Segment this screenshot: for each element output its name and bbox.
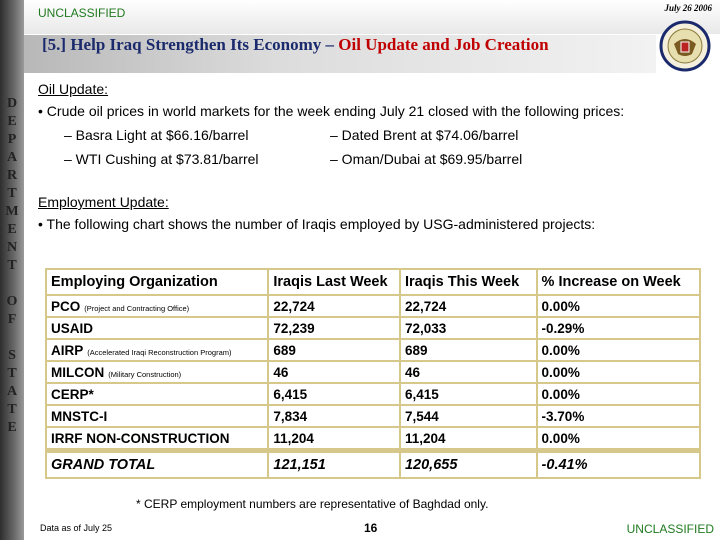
- value-cell: -3.70%: [535, 404, 702, 428]
- price: – WTI Cushing at $73.81/barrel: [64, 151, 259, 167]
- title-highlight: Oil Update and Job Creation: [338, 35, 549, 54]
- employment-table: Employing Organization Iraqis Last Week Ir…: [44, 268, 702, 479]
- value-cell: -0.41%: [535, 448, 702, 479]
- sidebar-letter: T: [7, 186, 17, 201]
- value-cell: 72,239: [267, 316, 401, 340]
- classification: UNCLASSIFIED: [38, 6, 126, 20]
- value-cell: 0.00%: [535, 382, 702, 406]
- value-cell: 11,204: [398, 426, 538, 452]
- employment-intro-text: The following chart shows the number of …: [46, 216, 596, 232]
- sidebar-letter: A: [6, 150, 18, 165]
- org-cell: GRAND TOTAL: [44, 448, 270, 479]
- footer-left: Data as of July 25: [40, 523, 113, 533]
- value-cell: 120,655: [398, 448, 538, 479]
- sidebar-letter: E: [7, 222, 17, 237]
- footer-classification: UNCLASSIFIED: [626, 522, 714, 536]
- page-number: 16: [364, 521, 378, 535]
- org-name: CERP*: [51, 386, 94, 402]
- value-cell: 6,415: [267, 382, 401, 406]
- org-cell: IRRF NON-CONSTRUCTION: [44, 426, 270, 452]
- org-cell: AIRP (Accelerated Iraqi Reconstruction Pr…: [44, 338, 270, 362]
- sidebar-letter: N: [6, 240, 18, 255]
- sidebar-letter: P: [7, 132, 17, 147]
- sidebar-letter: T: [7, 258, 17, 273]
- org-note: (Project and Contracting Office): [84, 303, 190, 313]
- org-note: (Military Construction): [108, 369, 182, 379]
- side-strip: [0, 0, 24, 540]
- header-cell: % Increase on Week: [535, 268, 702, 296]
- table-header: Employing Organization Iraqis Last Week Ir…: [44, 268, 702, 296]
- table-row: GRAND TOTAL 121,151 120,655 -0.41%: [44, 448, 702, 479]
- table-row: PCO (Project and Contracting Office) 22,72…: [44, 294, 702, 318]
- org-name: MNSTC-I: [51, 408, 108, 424]
- price: – Basra Light at $66.16/barrel: [64, 127, 249, 143]
- employment-intro: • The following chart shows the number o…: [38, 216, 596, 232]
- oil-intro: • Crude oil prices in world markets for …: [38, 103, 625, 119]
- org-name: MILCON: [51, 364, 105, 380]
- sidebar-letter: S: [8, 348, 16, 363]
- oil-heading: Oil Update:: [38, 81, 109, 97]
- value-cell: 7,544: [398, 404, 538, 428]
- org-cell: PCO (Project and Contracting Office): [44, 294, 270, 318]
- value-cell: 0.00%: [535, 426, 702, 452]
- org-name: USAID: [51, 320, 94, 336]
- value-cell: 689: [267, 338, 401, 362]
- org-cell: CERP*: [44, 382, 270, 406]
- org-cell: MNSTC-I: [44, 404, 270, 428]
- sidebar-letter: O: [6, 294, 18, 309]
- value-cell: 46: [398, 360, 538, 384]
- sidebar-letter: A: [6, 384, 18, 399]
- value-cell: 121,151: [267, 448, 401, 479]
- org-name: AIRP: [51, 342, 84, 358]
- date: July 26 2006: [664, 3, 712, 13]
- value-cell: 22,724: [267, 294, 401, 318]
- header-cell: Iraqis Last Week: [267, 268, 401, 296]
- sidebar-letter: T: [7, 402, 17, 417]
- value-cell: 11,204: [267, 426, 401, 452]
- title-band: [24, 35, 656, 73]
- price: – Dated Brent at $74.06/barrel: [330, 127, 519, 143]
- value-cell: 0.00%: [535, 338, 702, 362]
- sidebar-letter: E: [7, 420, 17, 435]
- sidebar-letter: T: [7, 366, 17, 381]
- sidebar-letter: F: [7, 312, 17, 327]
- table-row: IRRF NON-CONSTRUCTION 11,204 11,204 0.00%: [44, 426, 702, 452]
- org-name: GRAND TOTAL: [51, 457, 156, 473]
- sidebar-letter: M: [5, 204, 19, 219]
- title: [5.] Help Iraq Strengthen Its Economy – …: [42, 36, 602, 53]
- employment-heading: Employment Update:: [38, 194, 169, 210]
- top-band: [24, 0, 720, 34]
- value-cell: 22,724: [398, 294, 538, 318]
- value-cell: 689: [398, 338, 538, 362]
- org-note: (Accelerated Iraqi Reconstruction Progra…: [87, 347, 232, 357]
- org-cell: MILCON (Military Construction): [44, 360, 270, 384]
- value-cell: 6,415: [398, 382, 538, 406]
- oil-intro-text: Crude oil prices in world markets for th…: [46, 103, 625, 119]
- value-cell: -0.29%: [535, 316, 702, 340]
- table-row: USAID 72,239 72,033 -0.29%: [44, 316, 702, 340]
- footnote: * CERP employment numbers are representa…: [136, 497, 489, 511]
- value-cell: 0.00%: [535, 294, 702, 318]
- sidebar-letter: E: [7, 114, 17, 129]
- value-cell: 72,033: [398, 316, 538, 340]
- table-row: CERP* 6,415 6,415 0.00%: [44, 382, 702, 406]
- value-cell: 7,834: [267, 404, 401, 428]
- price: – Oman/Dubai at $69.95/barrel: [330, 151, 523, 167]
- org-cell: USAID: [44, 316, 270, 340]
- seal: [659, 20, 711, 72]
- table-row: AIRP (Accelerated Iraqi Reconstruction Pr…: [44, 338, 702, 362]
- value-cell: 0.00%: [535, 360, 702, 384]
- value-cell: 46: [267, 360, 401, 384]
- sidebar-letter: R: [6, 168, 18, 183]
- sidebar-letter: D: [6, 96, 18, 111]
- table-row: MNSTC-I 7,834 7,544 -3.70%: [44, 404, 702, 428]
- title-main: [5.] Help Iraq Strengthen Its Economy –: [42, 35, 339, 54]
- org-name: IRRF NON-CONSTRUCTION: [51, 430, 230, 446]
- header-cell: Employing Organization: [44, 268, 270, 296]
- table-row: MILCON (Military Construction) 46 46 0.00%: [44, 360, 702, 384]
- org-name: PCO: [51, 298, 81, 314]
- header-cell: Iraqis This Week: [398, 268, 538, 296]
